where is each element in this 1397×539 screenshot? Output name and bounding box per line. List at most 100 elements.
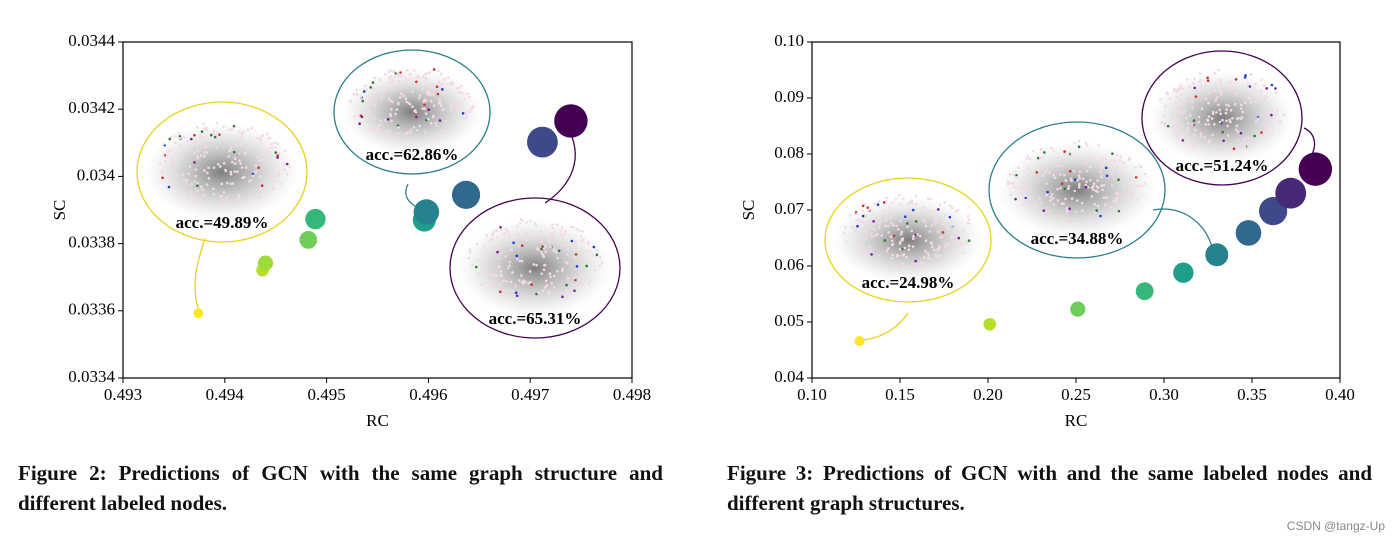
inset-node xyxy=(861,209,864,212)
inset-node xyxy=(860,252,863,255)
inset-node xyxy=(1084,183,1088,187)
inset-node xyxy=(232,124,236,128)
inset-node xyxy=(201,188,205,192)
inset-node xyxy=(1056,187,1059,191)
inset-node xyxy=(1218,89,1222,92)
inset-node xyxy=(882,201,886,204)
inset-node xyxy=(1012,173,1015,177)
inset-node xyxy=(440,129,443,133)
inset-node xyxy=(566,276,570,280)
inset-node xyxy=(1129,178,1132,181)
inset-node xyxy=(1270,113,1273,117)
inset-node xyxy=(229,182,233,186)
x-tick-label: 0.20 xyxy=(973,385,1003,404)
inset-node xyxy=(457,105,460,108)
inset-node xyxy=(421,75,425,79)
inset-node xyxy=(231,182,235,185)
inset-node xyxy=(551,226,555,230)
inset-node xyxy=(556,291,559,295)
inset-node xyxy=(1103,203,1107,207)
inset-node xyxy=(912,237,915,241)
inset-node xyxy=(438,119,442,122)
inset-node xyxy=(938,247,941,250)
inset-node xyxy=(431,92,435,96)
inset-node xyxy=(389,69,393,72)
inset-node xyxy=(1221,118,1224,122)
inset-node xyxy=(1101,157,1104,160)
inset-node xyxy=(1117,209,1121,213)
inset-node xyxy=(551,223,554,227)
inset-node xyxy=(1105,174,1109,178)
y-tick-label: 0.0344 xyxy=(68,31,115,50)
inset-node xyxy=(1078,176,1081,180)
inset-node xyxy=(515,254,519,258)
inset-node xyxy=(382,91,386,95)
inset-node xyxy=(1128,156,1132,160)
inset-node xyxy=(1110,184,1114,188)
inset-node xyxy=(1029,170,1033,174)
inset-node xyxy=(507,288,510,291)
y-tick-label: 0.0336 xyxy=(68,300,115,319)
inset-node xyxy=(259,175,262,178)
inset-node xyxy=(554,250,558,254)
inset-node xyxy=(598,255,602,259)
inset-node xyxy=(1224,111,1228,115)
arrow xyxy=(405,183,416,207)
inset-node xyxy=(1204,123,1208,126)
inset-node xyxy=(1073,189,1077,193)
inset-node xyxy=(540,272,543,275)
inset-node xyxy=(966,214,970,218)
inset-node xyxy=(918,263,921,266)
inset-node xyxy=(393,87,396,91)
inset-node xyxy=(1021,203,1025,206)
inset-node xyxy=(1207,91,1211,94)
inset-node xyxy=(1246,82,1250,86)
inset-node xyxy=(927,256,930,260)
inset-node xyxy=(544,279,548,283)
inset-node xyxy=(1282,113,1286,117)
inset-node xyxy=(404,97,408,100)
inset-node xyxy=(1078,170,1082,174)
inset-node xyxy=(520,274,523,277)
inset-node xyxy=(204,126,208,130)
inset-node xyxy=(856,241,859,245)
inset-node xyxy=(1177,126,1180,129)
inset-node xyxy=(1222,139,1225,143)
inset-node xyxy=(1130,198,1133,201)
inset-node xyxy=(1045,182,1048,185)
inset-node xyxy=(1015,173,1018,177)
inset-node xyxy=(1041,156,1045,160)
inset-node xyxy=(600,261,604,264)
inset-node xyxy=(440,104,443,108)
inset-node xyxy=(1039,148,1043,151)
inset-node xyxy=(557,249,561,253)
inset-node xyxy=(922,255,926,259)
inset-node xyxy=(1100,166,1104,170)
inset-node xyxy=(877,199,881,203)
inset-node xyxy=(897,227,900,231)
inset-node xyxy=(362,90,366,93)
inset-node xyxy=(911,213,915,216)
inset-node xyxy=(234,143,237,147)
inset-node xyxy=(535,263,538,267)
inset-node xyxy=(159,162,162,166)
inset-node xyxy=(1052,173,1055,177)
inset-node xyxy=(1119,155,1122,159)
inset-blob xyxy=(458,219,612,317)
inset-node xyxy=(941,231,945,234)
inset-node xyxy=(955,234,959,237)
inset-node xyxy=(194,174,197,178)
inset-node xyxy=(399,71,402,74)
inset-node xyxy=(461,112,465,115)
inset-node xyxy=(485,254,488,257)
inset-node xyxy=(921,218,925,222)
inset-node xyxy=(260,152,264,156)
inset-node xyxy=(1133,166,1137,169)
point xyxy=(257,255,274,271)
inset-node xyxy=(1060,182,1064,186)
inset-node xyxy=(1259,98,1263,102)
inset-node xyxy=(1042,209,1046,212)
inset-node xyxy=(935,220,938,224)
inset-node xyxy=(385,129,389,133)
inset-node xyxy=(198,134,202,137)
